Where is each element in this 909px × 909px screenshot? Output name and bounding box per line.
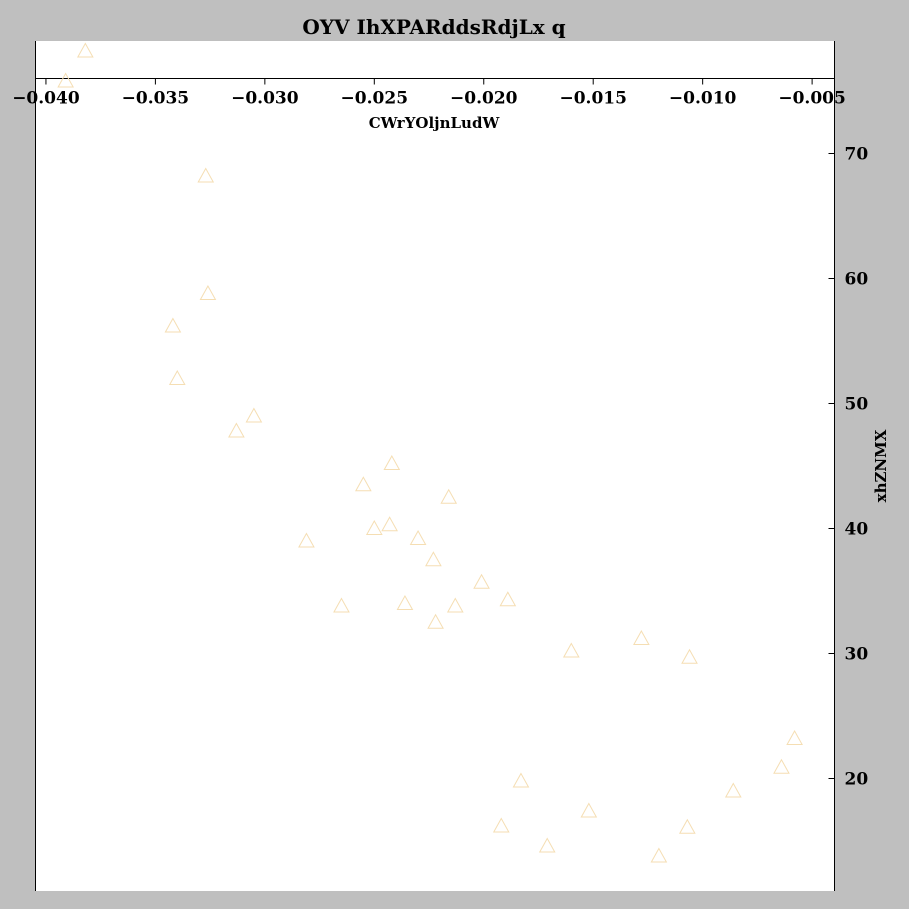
scatter-point	[409, 529, 427, 545]
scatter-point	[499, 591, 517, 607]
data-markers	[57, 42, 803, 863]
scatter-point	[197, 167, 215, 183]
x-axis-label: CWrYOljnLudW	[369, 114, 501, 132]
scatter-point	[164, 317, 182, 333]
scatter-point	[681, 648, 698, 664]
scatter-point	[365, 519, 383, 535]
x-tick-label: −0.030	[231, 89, 299, 109]
scatter-point	[473, 573, 490, 589]
scatter-point	[538, 837, 556, 853]
y-axis-ticks: 20 30 40 50 60 70	[828, 145, 869, 790]
scatter-point	[76, 42, 94, 58]
scatter-point	[245, 407, 263, 423]
scatter-point	[168, 369, 186, 385]
x-tick-label: −0.010	[669, 89, 737, 109]
scatter-point	[396, 594, 414, 610]
scatter-point	[446, 597, 464, 613]
scatter-point	[440, 488, 458, 504]
scatter-point	[633, 629, 650, 645]
scatter-point	[381, 516, 398, 532]
x-axis-ticks: −0.040 −0.035 −0.030 −0.025 −0.020 −0.015 −0.0…	[12, 78, 846, 109]
scatter-point	[57, 72, 74, 88]
x-tick-label: −0.040	[12, 89, 80, 109]
x-tick-label: −0.025	[341, 89, 408, 109]
y-tick-label: 60	[845, 270, 869, 290]
y-tick-label: 30	[845, 645, 869, 665]
scatter-point	[492, 817, 510, 833]
scatter-point	[298, 532, 315, 548]
scatter-point	[355, 476, 372, 492]
y-tick-label: 40	[845, 520, 869, 540]
scatter-point	[678, 818, 696, 834]
scatter-point	[427, 613, 444, 629]
x-tick-label: −0.020	[450, 89, 518, 109]
chart-title: OYV IhXPARddsRdjLx q	[302, 15, 565, 39]
scatter-point	[425, 551, 442, 567]
scatter-point	[562, 642, 580, 658]
scatter-point	[580, 802, 598, 818]
y-tick-label: 20	[845, 770, 869, 790]
x-tick-label: −0.005	[778, 89, 845, 109]
scatter-point	[786, 729, 803, 745]
y-tick-label: 70	[845, 145, 869, 165]
scatter-point	[512, 772, 530, 788]
scatter-point	[650, 847, 668, 863]
plot-area	[35, 41, 834, 891]
y-tick-label: 50	[845, 395, 869, 415]
scatter-point	[333, 597, 350, 613]
x-tick-label: −0.015	[559, 89, 626, 109]
scatter-point	[383, 454, 401, 470]
x-tick-label: −0.035	[122, 89, 189, 109]
scatter-point	[724, 782, 742, 798]
scatter-point	[228, 422, 245, 438]
scatter-point	[199, 284, 217, 300]
scatter-point	[773, 758, 790, 774]
y-axis-label: xhZNMX	[872, 429, 890, 502]
